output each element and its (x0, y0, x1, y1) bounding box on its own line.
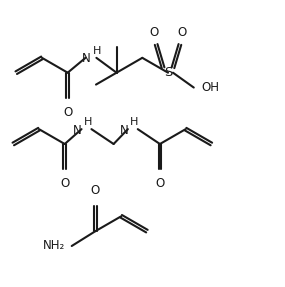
Text: O: O (150, 26, 159, 38)
Text: NH₂: NH₂ (42, 239, 65, 253)
Text: O: O (63, 106, 72, 119)
Text: H: H (92, 46, 101, 56)
Text: OH: OH (202, 81, 220, 94)
Text: S: S (164, 66, 172, 79)
Text: H: H (130, 117, 138, 127)
Text: N: N (82, 52, 91, 65)
Text: H: H (84, 117, 92, 127)
Text: N: N (119, 124, 128, 137)
Text: O: O (177, 26, 186, 38)
Text: N: N (73, 124, 82, 137)
Text: O: O (60, 177, 69, 190)
Text: O: O (91, 184, 100, 197)
Text: O: O (155, 177, 164, 190)
